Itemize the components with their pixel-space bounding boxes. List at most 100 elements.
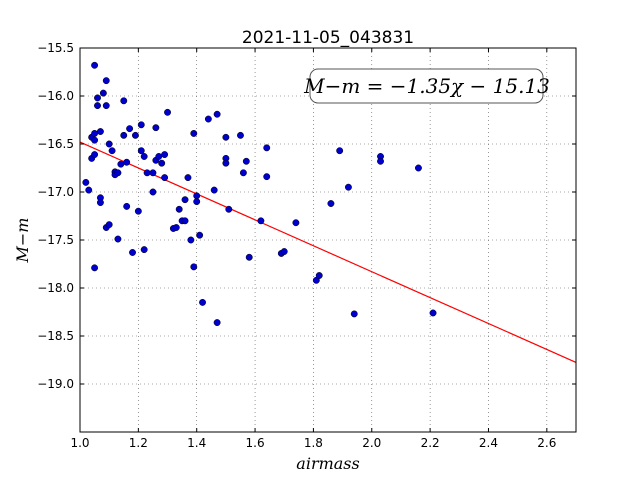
- x-axis-label: airmass: [296, 454, 359, 473]
- data-point: [196, 231, 204, 239]
- y-tick-label: −15.5: [37, 41, 74, 55]
- data-point: [225, 205, 233, 213]
- data-point: [239, 169, 247, 177]
- data-point: [131, 131, 139, 139]
- data-point: [114, 235, 122, 243]
- x-tick-label: 1.6: [246, 436, 265, 450]
- x-tick-label: 1.8: [304, 436, 323, 450]
- data-point: [187, 236, 195, 244]
- x-tick-labels: 1.0 1.2 1.4 1.6 1.8 2.0 2.2 2.4 2.6: [70, 436, 556, 450]
- data-point: [242, 157, 250, 165]
- data-point: [134, 207, 142, 215]
- data-point: [158, 159, 166, 167]
- data-point: [91, 61, 99, 69]
- data-point: [126, 125, 134, 133]
- data-point: [149, 188, 157, 196]
- y-tick-label: −16.5: [37, 137, 74, 151]
- data-point: [123, 202, 131, 210]
- data-point: [120, 131, 128, 139]
- data-point: [140, 153, 148, 160]
- y-tick-label: −17.5: [37, 233, 74, 247]
- data-point: [102, 77, 110, 85]
- data-point: [222, 133, 230, 141]
- data-point: [161, 174, 169, 182]
- data-point: [85, 186, 93, 194]
- x-tick-label: 2.2: [421, 436, 440, 450]
- data-point: [350, 310, 358, 318]
- x-tick-label: 2.0: [362, 436, 381, 450]
- data-point: [315, 272, 323, 279]
- data-point: [414, 164, 422, 172]
- data-point: [152, 124, 160, 132]
- equation-box-frame: [309, 68, 544, 104]
- y-tick-label: −19.0: [37, 377, 74, 391]
- data-point: [222, 159, 230, 167]
- y-tick-label: −16.0: [37, 89, 74, 103]
- data-point: [193, 198, 201, 206]
- x-tick-label: 1.2: [129, 436, 148, 450]
- data-point: [105, 221, 113, 229]
- data-point: [336, 147, 344, 155]
- data-point: [99, 89, 107, 97]
- chart-title: 2021-11-05_043831: [242, 28, 414, 48]
- x-tick-label: 1.4: [187, 436, 206, 450]
- data-point: [377, 157, 384, 165]
- y-tick-label: −18.5: [37, 329, 74, 343]
- data-point: [140, 246, 148, 254]
- data-point: [117, 160, 125, 168]
- data-point: [161, 151, 169, 159]
- data-point: [280, 248, 288, 255]
- data-point: [143, 169, 151, 177]
- x-tick-label: 2.4: [479, 436, 498, 450]
- data-point: [155, 153, 163, 160]
- data-point: [96, 128, 104, 135]
- data-point: [263, 144, 271, 152]
- data-point: [164, 108, 171, 116]
- data-point: [137, 147, 145, 155]
- data-point: [94, 102, 101, 110]
- axis-ticks: [79, 47, 576, 432]
- data-point: [114, 169, 122, 177]
- data-point: [96, 199, 104, 207]
- data-point: [237, 131, 244, 139]
- data-point: [184, 174, 192, 182]
- data-point: [257, 217, 265, 225]
- data-point: [263, 173, 271, 181]
- data-point: [213, 319, 221, 327]
- y-tick-label: −17.0: [37, 185, 74, 199]
- data-point: [190, 263, 198, 271]
- data-point: [210, 186, 218, 194]
- data-point: [91, 264, 99, 272]
- data-point: [137, 121, 145, 129]
- data-point: [129, 249, 136, 256]
- data-point: [123, 158, 131, 166]
- data-point: [120, 97, 128, 105]
- equation-text: M−m = −1.35χ − 15.13: [303, 74, 550, 98]
- data-point: [292, 219, 300, 227]
- data-point: [190, 129, 198, 137]
- data-point: [429, 309, 437, 317]
- y-axis-label: M−m: [13, 218, 32, 264]
- data-point: [181, 196, 189, 204]
- data-point: [344, 183, 352, 191]
- data-point: [94, 94, 101, 102]
- data-point: [245, 253, 253, 261]
- data-point: [91, 151, 99, 159]
- y-tick-label: −18.0: [37, 281, 74, 295]
- y-tick-labels: −15.5 −16.0 −16.5 −17.0 −17.5 −18.0 −18.5 −19.0: [37, 41, 74, 391]
- data-point: [199, 298, 206, 306]
- data-point: [149, 169, 157, 177]
- data-point: [108, 147, 116, 155]
- data-point: [213, 110, 221, 118]
- data-point: [102, 102, 110, 110]
- data-point: [175, 205, 183, 213]
- data-points: [82, 61, 437, 327]
- data-point: [193, 192, 201, 200]
- data-point: [172, 224, 180, 231]
- x-tick-label: 2.6: [537, 436, 556, 450]
- data-point: [204, 115, 212, 123]
- data-point: [181, 217, 189, 225]
- x-tick-label: 1.0: [70, 436, 89, 450]
- data-point: [91, 136, 99, 144]
